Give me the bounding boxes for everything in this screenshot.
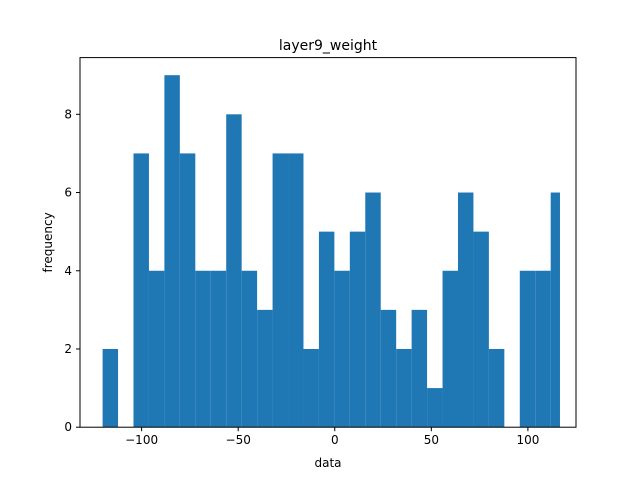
histogram-bar: [195, 270, 211, 428]
y-axis-label: frequency: [41, 212, 55, 272]
histogram-bar: [519, 270, 536, 428]
histogram-bar: [164, 75, 180, 428]
y-tick-label: 6: [64, 186, 72, 200]
histogram-bar: [535, 270, 551, 428]
histogram-bar: [442, 270, 458, 428]
x-tick-label: −50: [226, 433, 251, 447]
histogram-bar: [272, 153, 289, 428]
x-axis-ticks: −100 −50 0 50 100: [125, 427, 539, 447]
histogram-bar: [380, 309, 397, 428]
histogram-bar: [550, 192, 560, 428]
histogram-bar: [226, 114, 242, 428]
histogram-bar: [334, 270, 350, 428]
histogram-bar: [257, 309, 273, 428]
histogram-bar: [396, 348, 412, 428]
histogram-bar: [303, 348, 319, 428]
histogram-bar: [488, 348, 505, 428]
x-tick-label: 50: [424, 433, 439, 447]
y-tick-label: 4: [64, 264, 72, 278]
histogram-bar: [427, 388, 443, 428]
histogram-bar: [102, 348, 119, 428]
y-axis-ticks: 0 2 4 6 8: [64, 107, 80, 434]
x-tick-label: 0: [331, 433, 339, 447]
histogram-bar: [473, 231, 489, 428]
y-tick-label: 8: [64, 107, 72, 121]
histogram-bar: [457, 192, 474, 428]
bars-group: [102, 75, 560, 428]
histogram-bar: [210, 270, 227, 428]
x-tick-label: 100: [516, 433, 539, 447]
histogram-bar: [148, 270, 165, 428]
histogram-bar: [288, 153, 304, 428]
histogram-bar: [133, 153, 149, 428]
histogram-bar: [349, 231, 366, 428]
x-axis-label: data: [314, 456, 341, 470]
histogram-bar: [318, 231, 335, 428]
histogram-bar: [411, 309, 428, 428]
x-tick-label: −100: [125, 433, 158, 447]
y-tick-label: 0: [64, 420, 72, 434]
plot-frame: [79, 57, 577, 428]
chart-title: layer9_weight: [279, 38, 378, 54]
histogram-bar: [365, 192, 381, 428]
y-tick-label: 2: [64, 342, 72, 356]
histogram-bar: [179, 153, 196, 428]
histogram-bar: [241, 270, 258, 428]
